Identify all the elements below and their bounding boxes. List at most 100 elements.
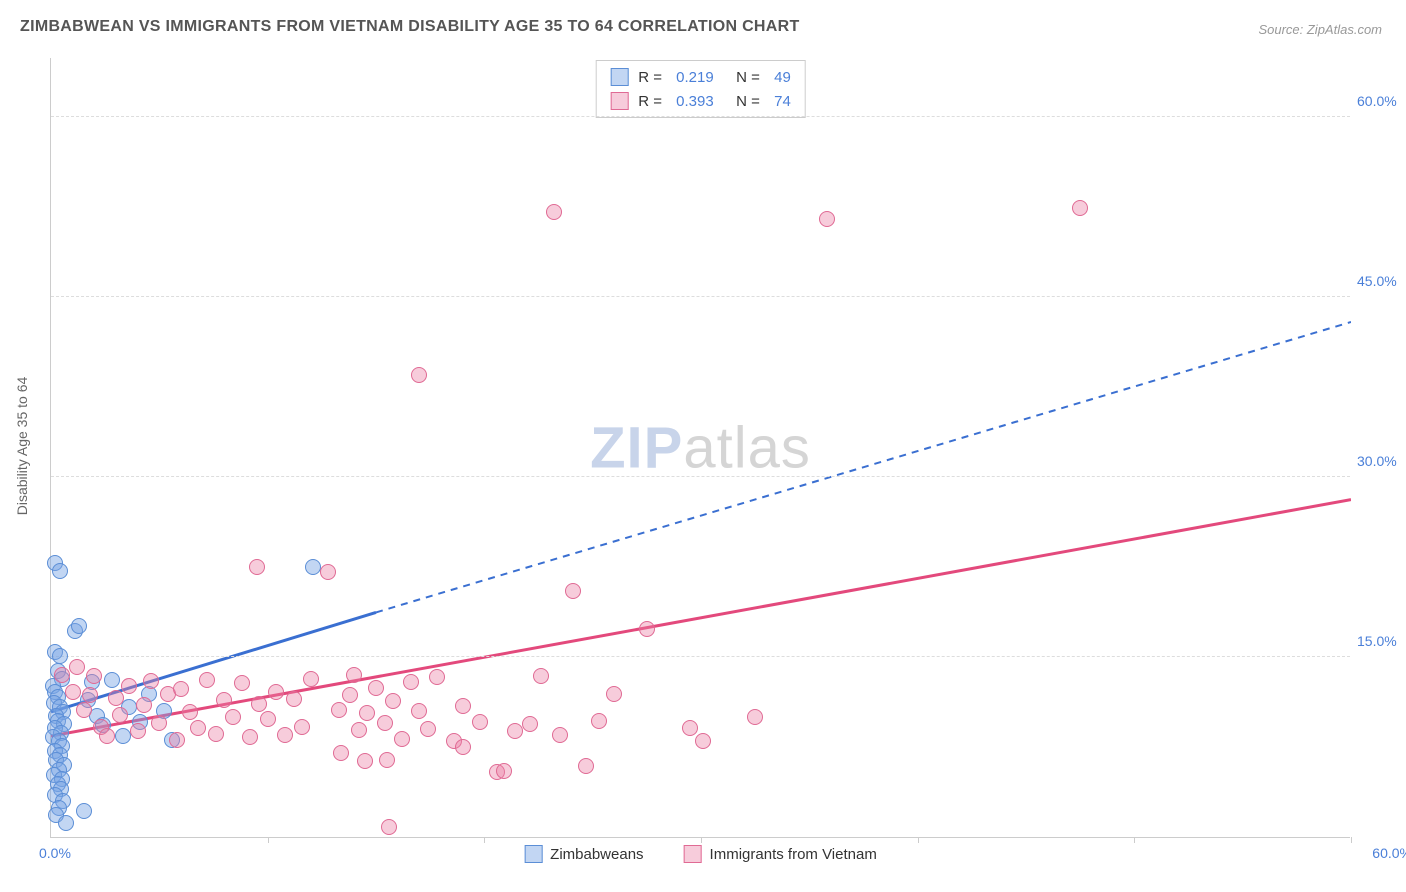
data-point: [199, 672, 215, 688]
data-point: [182, 704, 198, 720]
data-point: [251, 696, 267, 712]
data-point: [346, 667, 362, 683]
data-point: [455, 698, 471, 714]
data-point: [286, 691, 302, 707]
data-point: [591, 713, 607, 729]
data-point: [249, 559, 265, 575]
data-point: [368, 680, 384, 696]
data-point: [394, 731, 410, 747]
data-point: [411, 703, 427, 719]
data-point: [108, 690, 124, 706]
data-point: [82, 687, 98, 703]
data-point: [208, 726, 224, 742]
data-point: [682, 720, 698, 736]
plot-area: ZIPatlas R = 0.219 N = 49R = 0.393 N = 7…: [50, 58, 1350, 838]
x-tick: [1351, 837, 1352, 843]
data-point: [190, 720, 206, 736]
series-swatch: [684, 845, 702, 863]
data-point: [69, 659, 85, 675]
legend-item: Immigrants from Vietnam: [684, 845, 877, 863]
gridline: [51, 296, 1350, 297]
data-point: [578, 758, 594, 774]
gridline: [51, 656, 1350, 657]
data-point: [173, 681, 189, 697]
legend-item: Zimbabweans: [524, 845, 643, 863]
y-tick-label: 30.0%: [1357, 453, 1406, 469]
chart-title: ZIMBABWEAN VS IMMIGRANTS FROM VIETNAM DI…: [20, 18, 800, 36]
data-point: [379, 752, 395, 768]
bottom-legend: Zimbabweans Immigrants from Vietnam: [524, 845, 877, 863]
data-point: [522, 716, 538, 732]
data-point: [76, 702, 92, 718]
correlation-row: R = 0.219 N = 49: [596, 65, 805, 89]
data-point: [52, 648, 68, 664]
correlation-row: R = 0.393 N = 74: [596, 89, 805, 113]
data-point: [533, 668, 549, 684]
data-point: [169, 732, 185, 748]
data-point: [381, 819, 397, 835]
y-tick-label: 60.0%: [1357, 93, 1406, 109]
data-point: [86, 668, 102, 684]
x-axis-min-label: 0.0%: [39, 845, 71, 861]
data-point: [472, 714, 488, 730]
data-point: [225, 709, 241, 725]
data-point: [151, 715, 167, 731]
data-point: [71, 618, 87, 634]
x-tick: [918, 837, 919, 843]
data-point: [565, 583, 581, 599]
series-swatch: [610, 68, 628, 86]
data-point: [303, 671, 319, 687]
data-point: [1072, 200, 1088, 216]
data-point: [695, 733, 711, 749]
data-point: [552, 727, 568, 743]
data-point: [420, 721, 436, 737]
data-point: [377, 715, 393, 731]
series-swatch: [524, 845, 542, 863]
data-point: [277, 727, 293, 743]
data-point: [115, 728, 131, 744]
data-point: [58, 815, 74, 831]
data-point: [411, 367, 427, 383]
data-point: [455, 739, 471, 755]
gridline: [51, 116, 1350, 117]
series-swatch: [610, 92, 628, 110]
data-point: [112, 707, 128, 723]
data-point: [606, 686, 622, 702]
x-tick: [1134, 837, 1135, 843]
data-point: [52, 563, 68, 579]
data-point: [385, 693, 401, 709]
data-point: [305, 559, 321, 575]
legend-label: Zimbabweans: [550, 846, 643, 863]
data-point: [546, 204, 562, 220]
data-point: [819, 211, 835, 227]
data-point: [320, 564, 336, 580]
y-tick-label: 15.0%: [1357, 633, 1406, 649]
data-point: [351, 722, 367, 738]
data-point: [65, 684, 81, 700]
data-point: [429, 669, 445, 685]
data-point: [331, 702, 347, 718]
x-tick: [484, 837, 485, 843]
y-axis-label: Disability Age 35 to 64: [14, 377, 30, 516]
data-point: [333, 745, 349, 761]
data-point: [260, 711, 276, 727]
y-tick-label: 45.0%: [1357, 273, 1406, 289]
data-point: [357, 753, 373, 769]
data-point: [294, 719, 310, 735]
regression-lines: [51, 58, 1351, 838]
data-point: [342, 687, 358, 703]
correlation-box: R = 0.219 N = 49R = 0.393 N = 74: [595, 60, 806, 118]
data-point: [496, 763, 512, 779]
source-attribution: Source: ZipAtlas.com: [1258, 22, 1382, 37]
legend-label: Immigrants from Vietnam: [710, 846, 877, 863]
x-tick: [268, 837, 269, 843]
gridline: [51, 476, 1350, 477]
data-point: [216, 692, 232, 708]
data-point: [268, 684, 284, 700]
data-point: [121, 678, 137, 694]
x-axis-max-label: 60.0%: [1372, 845, 1406, 861]
data-point: [747, 709, 763, 725]
data-point: [639, 621, 655, 637]
data-point: [136, 697, 152, 713]
data-point: [359, 705, 375, 721]
